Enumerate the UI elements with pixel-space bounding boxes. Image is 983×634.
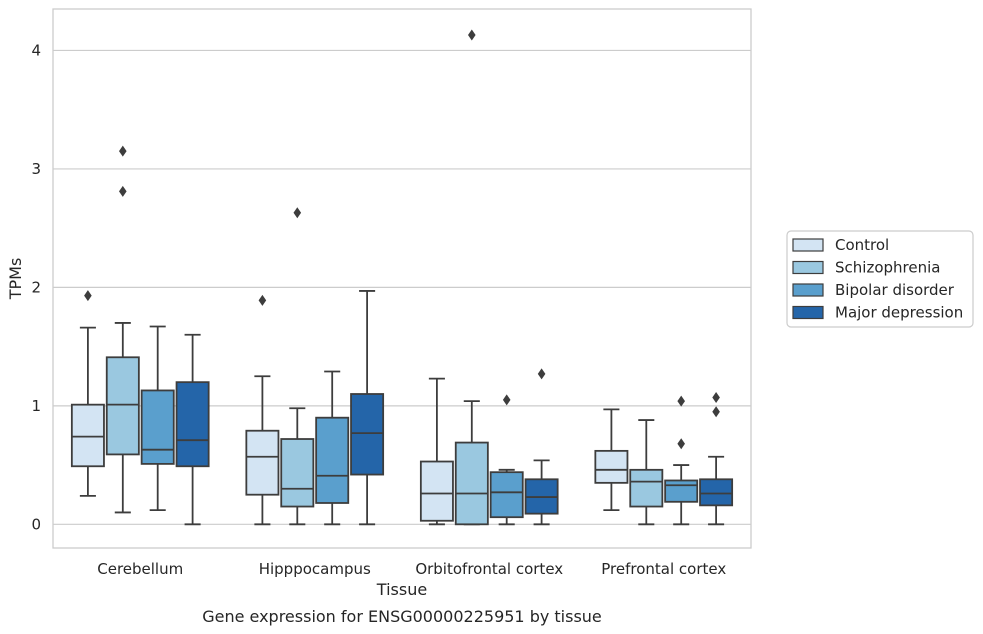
box-3-1 bbox=[629, 419, 664, 526]
outlier-point bbox=[119, 145, 127, 157]
legend-item: Major depression bbox=[792, 304, 963, 322]
y-tick-label: 1 bbox=[31, 397, 41, 415]
box-0-1 bbox=[105, 145, 140, 514]
box-body bbox=[664, 479, 699, 503]
chart-caption: Gene expression for ENSG00000225951 by t… bbox=[202, 607, 602, 626]
x-tick-label: Cerebellum bbox=[97, 560, 183, 578]
legend-swatch bbox=[792, 238, 824, 252]
x-tick-labels: Cerebellum Hipppocampus Orbitofrontal cort… bbox=[97, 560, 726, 578]
outlier-point bbox=[537, 368, 546, 380]
legend-frame bbox=[786, 230, 974, 328]
x-tick-label: Prefrontal cortex bbox=[601, 560, 726, 578]
box-2-2 bbox=[489, 394, 524, 526]
outlier-point bbox=[468, 29, 476, 41]
y-axis-label: TPMs bbox=[6, 258, 25, 301]
legend-item: Bipolar disorder bbox=[792, 281, 955, 299]
box-3-2 bbox=[664, 395, 699, 526]
legend: Control Schizophrenia Bipolar disorder Majo… bbox=[786, 230, 974, 328]
box-2-1 bbox=[454, 29, 489, 526]
box-3-0 bbox=[594, 408, 629, 511]
outlier-point bbox=[677, 395, 685, 407]
outlier-point bbox=[712, 392, 720, 404]
y-tick-label: 4 bbox=[31, 41, 41, 59]
legend-label: Bipolar disorder bbox=[835, 281, 955, 299]
box-3-3 bbox=[699, 392, 734, 526]
outlier-point bbox=[258, 294, 267, 306]
legend-item: Control bbox=[792, 236, 889, 254]
outlier-point bbox=[677, 438, 685, 450]
x-tick-label: Orbitofrontal cortex bbox=[415, 560, 563, 578]
x-tick-label: Hipppocampus bbox=[259, 560, 371, 578]
box-body bbox=[629, 468, 664, 508]
box-body bbox=[140, 389, 175, 465]
box-1-0 bbox=[245, 294, 280, 526]
box-0-0 bbox=[70, 290, 105, 497]
box-body bbox=[280, 438, 315, 508]
box-0-3 bbox=[175, 333, 210, 526]
y-tick-labels: 0 1 2 3 4 bbox=[31, 41, 41, 533]
legend-swatch bbox=[792, 260, 824, 275]
box-body bbox=[419, 460, 454, 522]
box-2-3 bbox=[524, 368, 559, 526]
box-2-0 bbox=[419, 377, 454, 526]
box-body bbox=[245, 429, 280, 496]
box-0-2 bbox=[140, 325, 175, 511]
box-body bbox=[489, 471, 524, 519]
x-axis-label: Tissue bbox=[376, 580, 427, 599]
outlier-point bbox=[84, 290, 92, 302]
box-body bbox=[315, 416, 350, 504]
box-body bbox=[594, 449, 629, 484]
box-body bbox=[70, 403, 105, 468]
y-tick-label: 3 bbox=[31, 160, 41, 178]
boxes bbox=[70, 29, 734, 526]
box-1-1 bbox=[280, 207, 315, 526]
legend-swatch bbox=[792, 305, 824, 320]
box-1-2 bbox=[315, 370, 350, 526]
y-tick-label: 0 bbox=[31, 515, 41, 533]
legend-item: Schizophrenia bbox=[792, 259, 940, 277]
outlier-point bbox=[293, 207, 302, 219]
y-tick-label: 2 bbox=[31, 278, 41, 296]
legend-label: Major depression bbox=[835, 304, 963, 322]
box-body bbox=[105, 356, 140, 456]
plot-frame bbox=[52, 8, 752, 549]
box-body bbox=[454, 441, 489, 526]
box-1-3 bbox=[350, 290, 385, 526]
legend-label: Schizophrenia bbox=[835, 259, 940, 277]
outlier-point bbox=[712, 406, 720, 418]
outlier-point bbox=[502, 394, 511, 406]
box-body bbox=[175, 381, 210, 468]
legend-swatch bbox=[792, 283, 824, 297]
legend-label: Control bbox=[835, 236, 889, 254]
box-body bbox=[699, 478, 734, 507]
box-body bbox=[350, 393, 385, 476]
outlier-point bbox=[119, 185, 127, 197]
